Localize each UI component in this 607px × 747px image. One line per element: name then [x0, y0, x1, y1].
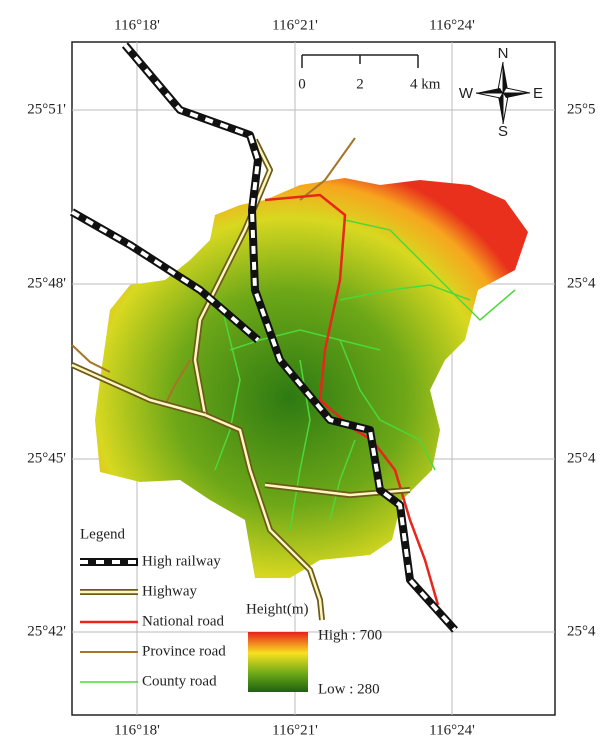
- height-legend-title: Height(m): [246, 601, 308, 617]
- longitude-label: 116°24': [429, 722, 475, 738]
- compass-label: N: [498, 45, 509, 62]
- height-low-label: Low : 280: [318, 681, 380, 697]
- latitude-label: 25°5: [567, 101, 596, 117]
- legend-label: High railway: [142, 553, 221, 569]
- longitude-label: 116°18': [114, 722, 160, 738]
- longitude-label: 116°21': [272, 17, 318, 33]
- scale-label: 4 km: [410, 76, 441, 92]
- latitude-label: 25°51': [27, 101, 66, 117]
- latitude-label: 25°45': [27, 450, 66, 466]
- legend-label: National road: [142, 613, 225, 629]
- legend-label: County road: [142, 673, 217, 689]
- legend-title: Legend: [80, 526, 125, 542]
- latitude-label: 25°48': [27, 275, 66, 291]
- compass-label: S: [498, 123, 508, 140]
- longitude-label: 116°24': [429, 17, 475, 33]
- longitude-label: 116°21': [272, 722, 318, 738]
- compass-label: W: [459, 85, 474, 102]
- map: 116°18' 116°21' 116°24' 116°18' 116°21' …: [0, 0, 607, 742]
- latitude-label: 25°42': [27, 623, 66, 639]
- compass-label: E: [533, 85, 543, 102]
- legend-label: Province road: [142, 643, 226, 659]
- legend-label: Highway: [142, 583, 197, 599]
- longitude-label: 116°18': [114, 17, 160, 33]
- height-ramp: [248, 632, 308, 692]
- scale-label: 0: [298, 76, 306, 92]
- latitude-label: 25°4: [567, 450, 596, 466]
- height-high-label: High : 700: [318, 627, 382, 643]
- latitude-label: 25°4: [567, 623, 596, 639]
- scale-label: 2: [356, 76, 364, 92]
- latitude-label: 25°4: [567, 275, 596, 291]
